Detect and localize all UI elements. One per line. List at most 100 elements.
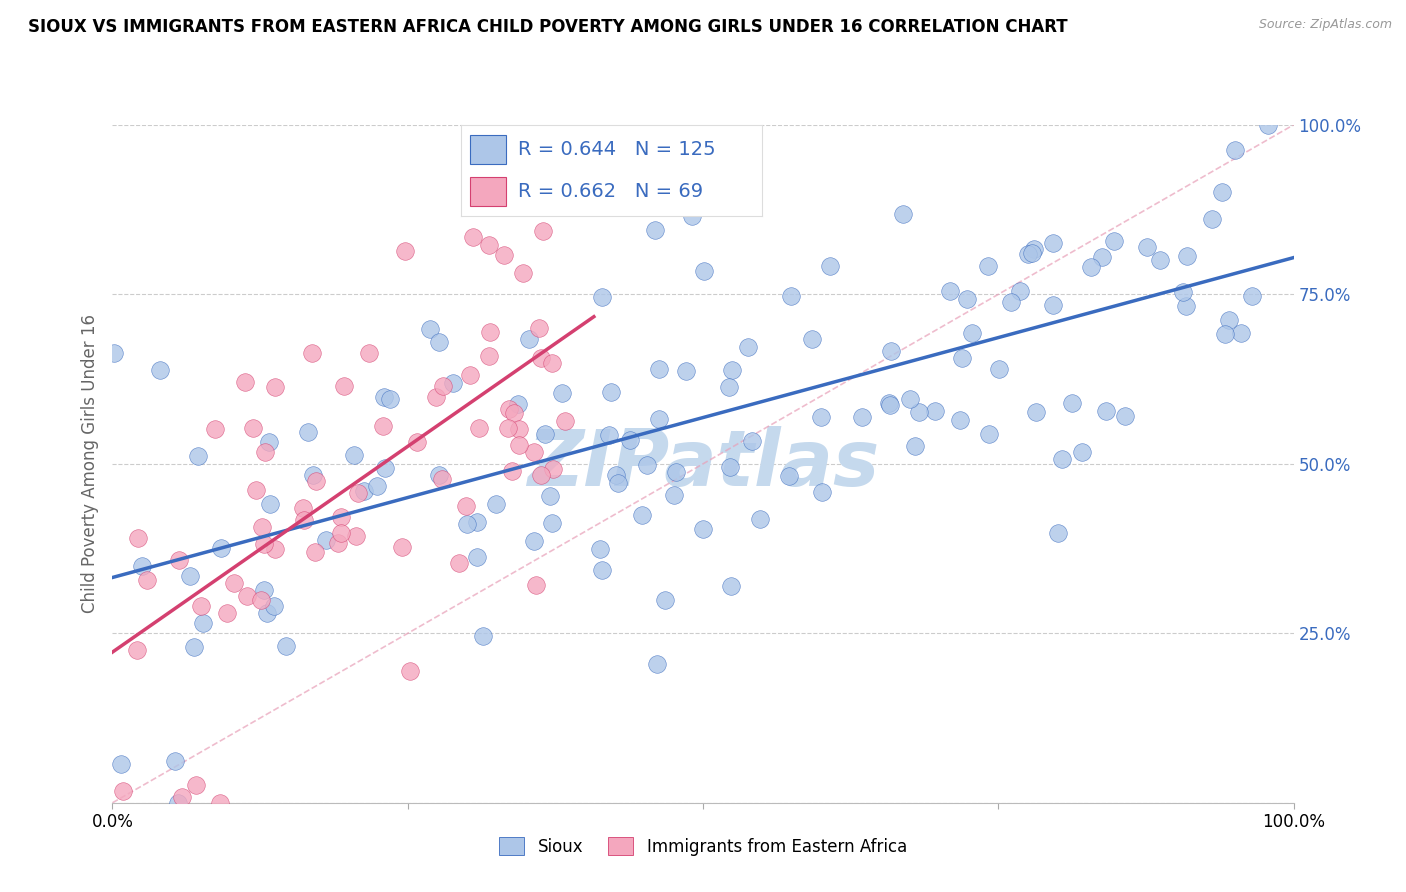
Point (523, 533, 546, 548)
Point (801, 332, 824, 346)
Point (737, 341, 759, 355)
Point (253, 582, 276, 597)
Point (898, 392, 921, 407)
Point (1230, 326, 1253, 340)
Point (357, 346, 380, 360)
Point (648, 362, 671, 376)
Point (523, 444, 546, 458)
Point (167, 553, 190, 567)
Point (292, 500, 315, 515)
Point (659, 197, 682, 211)
Point (136, 573, 159, 587)
Point (127, 532, 149, 546)
Point (547, 166, 569, 180)
Point (630, 508, 652, 523)
Point (1010, 284, 1032, 298)
Point (654, 593, 676, 607)
Point (851, 409, 873, 424)
Point (648, 412, 671, 426)
Point (492, 248, 515, 262)
Point (170, 789, 193, 804)
Point (394, 244, 416, 258)
Point (1025, 405, 1047, 419)
Point (249, 592, 271, 607)
Point (619, 434, 641, 448)
Point (780, 289, 803, 303)
Point (110, 756, 132, 771)
Point (292, 513, 315, 527)
Point (465, 516, 488, 530)
Point (720, 363, 742, 377)
Point (187, 449, 209, 463)
Point (301, 468, 323, 483)
Point (427, 335, 450, 350)
Point (904, 439, 927, 453)
Point (184, 778, 207, 792)
Point (1042, 298, 1064, 312)
Point (589, 541, 612, 556)
Point (962, 326, 984, 340)
Point (592, 290, 614, 304)
Point (527, 321, 550, 335)
Point (1136, 240, 1159, 254)
Point (235, 589, 257, 603)
Point (461, 230, 484, 244)
Point (427, 467, 450, 482)
Point (1091, 250, 1114, 264)
Point (1218, 313, 1240, 327)
Point (112, 784, 135, 798)
Point (191, 616, 214, 631)
Point (315, 533, 337, 547)
Point (217, 606, 239, 620)
Point (1104, 234, 1126, 248)
Point (449, 556, 471, 570)
Point (131, 558, 153, 573)
Text: Source: ZipAtlas.com: Source: ZipAtlas.com (1258, 18, 1392, 31)
Point (366, 479, 388, 493)
Point (956, 292, 979, 306)
Point (681, 209, 703, 223)
Point (524, 578, 547, 592)
Point (333, 379, 356, 393)
Point (264, 380, 287, 394)
Point (485, 497, 508, 511)
Point (468, 421, 491, 435)
Point (478, 325, 501, 339)
Point (1080, 260, 1102, 274)
Point (1000, 295, 1022, 310)
Point (1062, 396, 1084, 410)
Point (1257, 118, 1279, 132)
Point (877, 396, 900, 410)
Point (891, 207, 914, 221)
Point (1050, 451, 1073, 466)
Point (257, 434, 280, 449)
Point (908, 405, 931, 419)
Point (441, 376, 464, 391)
Point (211, 541, 233, 555)
Point (103, 346, 125, 360)
Point (233, 375, 256, 389)
Point (530, 351, 553, 365)
Point (503, 406, 526, 420)
Point (329, 509, 352, 524)
Point (778, 469, 800, 483)
Point (343, 448, 366, 462)
Point (693, 264, 716, 278)
Point (1071, 445, 1094, 459)
Point (582, 118, 605, 132)
Point (353, 483, 375, 498)
Point (541, 462, 564, 476)
Point (1241, 289, 1264, 303)
Point (432, 379, 454, 393)
Point (276, 639, 298, 653)
Point (1017, 246, 1039, 260)
Y-axis label: Child Poverty Among Girls Under 16: Child Poverty Among Girls Under 16 (80, 314, 98, 614)
Point (636, 458, 658, 473)
Point (297, 425, 319, 439)
Point (645, 657, 668, 671)
Point (512, 266, 534, 280)
Point (538, 489, 561, 503)
Point (253, 537, 276, 551)
Point (1171, 285, 1194, 299)
Point (304, 545, 326, 559)
